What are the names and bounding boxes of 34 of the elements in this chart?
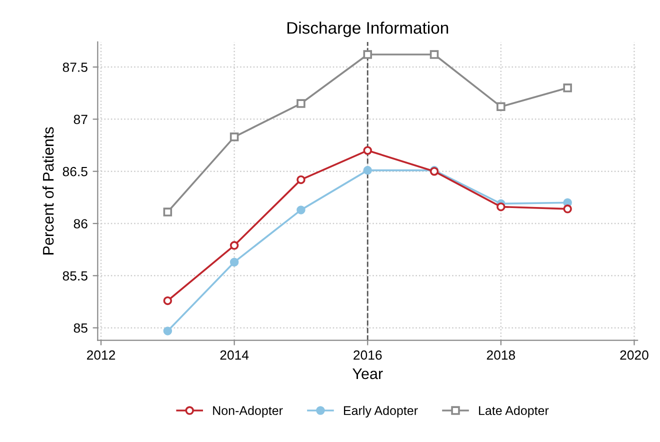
- y-tick-label: 85: [74, 323, 88, 333]
- x-tick-label: 2020: [620, 350, 648, 360]
- x-tick-label: 2012: [87, 350, 116, 360]
- point: [296, 175, 306, 184]
- point: [163, 296, 172, 306]
- point: [163, 208, 172, 216]
- point: [230, 241, 239, 250]
- point: [563, 204, 572, 214]
- point: [430, 50, 439, 59]
- point: [496, 102, 506, 112]
- point: [230, 258, 239, 266]
- y-tick-label: 86: [74, 219, 88, 228]
- chart-title: Discharge Information: [287, 22, 448, 38]
- x-tick-label: 2018: [486, 350, 516, 360]
- y-tick-label: 85.5: [62, 271, 88, 281]
- legend-label: Late Adopter: [479, 406, 549, 418]
- y-tick-label: 87.5: [62, 62, 88, 72]
- x-tick-label: 2016: [354, 350, 382, 360]
- legend-label: Early Adopter: [344, 406, 418, 418]
- y-axis-title: Percent of Patients: [42, 127, 54, 254]
- legend-label: Non-Adopter: [213, 406, 283, 418]
- point: [363, 166, 372, 175]
- point: [363, 50, 372, 59]
- point: [296, 99, 306, 108]
- x-tick-label: 2014: [220, 350, 249, 360]
- point: [163, 326, 172, 336]
- point: [230, 132, 239, 142]
- y-tick-label: 87: [74, 114, 88, 124]
- x-axis-title: Year: [352, 368, 383, 380]
- point: [296, 206, 306, 214]
- point: [496, 202, 506, 212]
- point: [363, 146, 372, 155]
- y-tick-label: 86.5: [62, 166, 88, 176]
- point: [563, 84, 572, 92]
